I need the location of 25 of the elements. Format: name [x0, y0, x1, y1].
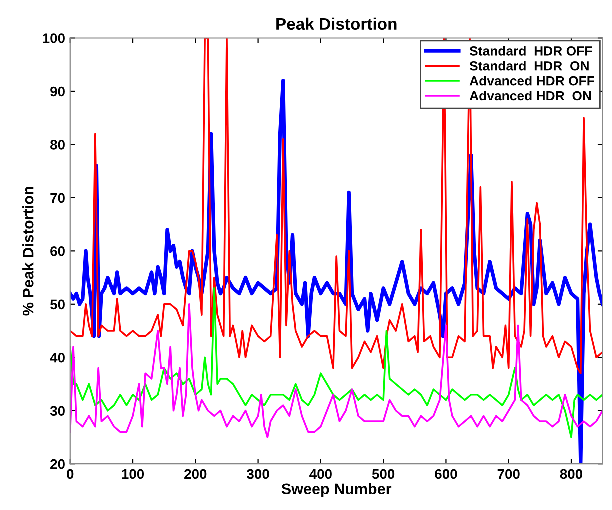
x-tick-label: 0 — [67, 469, 74, 480]
legend-label: Advanced HDR OFF — [470, 76, 594, 86]
y-axis-title: % Peak Distortion — [22, 187, 34, 316]
legend-label: Standard HDR OFF — [470, 46, 592, 56]
x-tick-label: 400 — [310, 469, 332, 480]
x-tick-label: 300 — [247, 469, 270, 480]
chart-title: Peak Distortion — [276, 18, 397, 30]
legend-label: Standard HDR ON — [470, 61, 589, 71]
x-tick-label: 200 — [184, 469, 207, 480]
y-tick-label: 100 — [43, 34, 65, 44]
x-axis-title: Sweep Number — [282, 483, 392, 498]
y-tick-label: 30 — [50, 406, 65, 416]
x-tick-label: 700 — [498, 469, 520, 480]
y-tick-label: 70 — [50, 193, 65, 204]
x-tick-label: 100 — [122, 469, 144, 480]
y-tick-label: 90 — [50, 86, 65, 97]
y-tick-label: 40 — [50, 352, 65, 363]
x-tick-label: 500 — [372, 469, 395, 480]
x-tick-label: 600 — [435, 469, 458, 480]
legend-label: Advanced HDR ON — [470, 90, 592, 101]
y-tick-label: 80 — [50, 140, 65, 150]
x-tick-label: 800 — [560, 469, 583, 480]
y-tick-label: 60 — [50, 246, 65, 256]
y-tick-label: 20 — [50, 459, 65, 470]
y-tick-label: 50 — [50, 300, 65, 310]
